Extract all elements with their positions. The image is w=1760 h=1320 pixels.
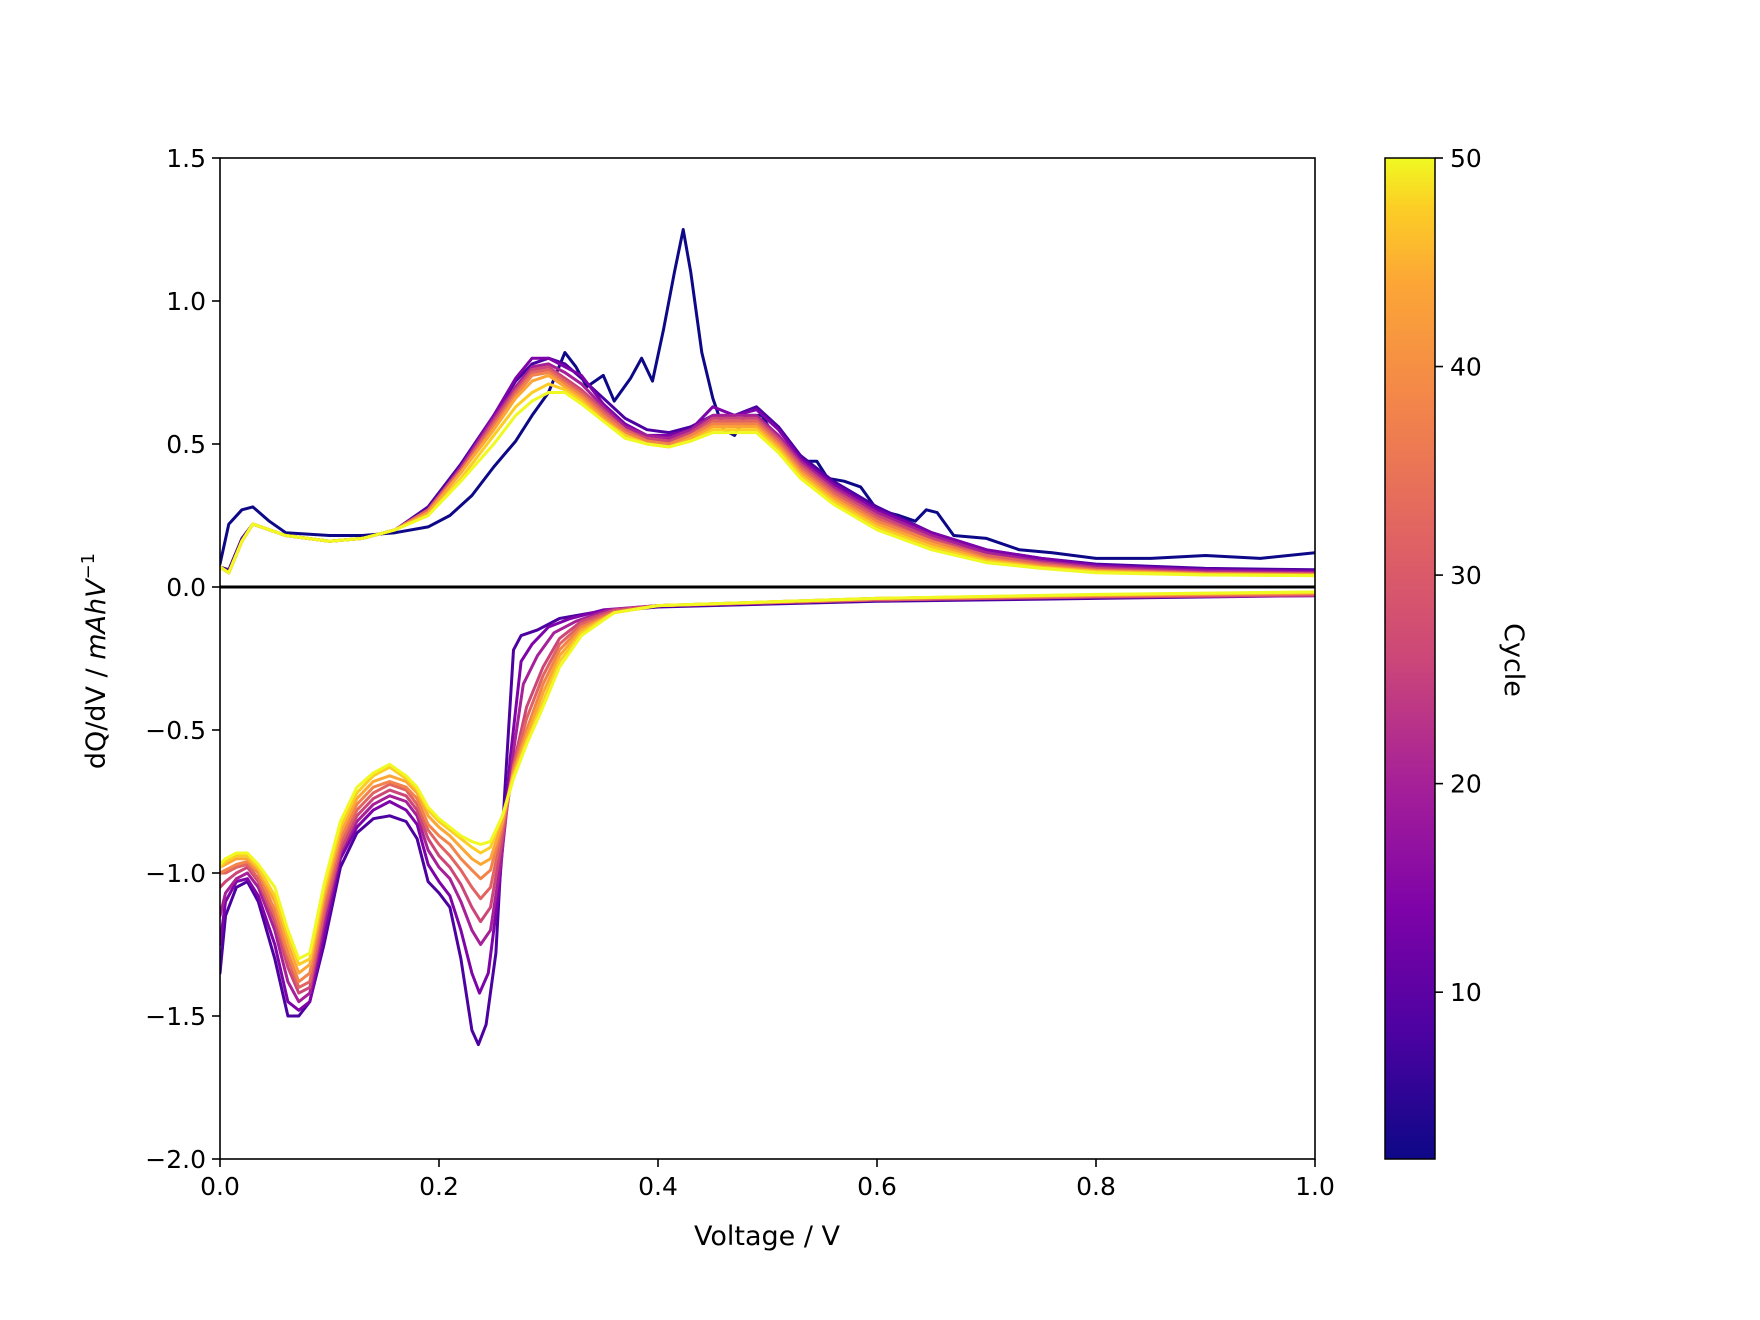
colorbar-tick-label: 40 [1450, 353, 1482, 382]
series-cycle-30-charge [220, 371, 1315, 577]
series-cycle-35-discharge [220, 591, 1315, 975]
series-layer [220, 228, 1315, 1047]
series-cycle-50-discharge [220, 590, 1315, 961]
y-tick-label: 1.5 [166, 144, 206, 173]
x-tick-label: 0.2 [419, 1172, 459, 1201]
x-tick-label: 0.0 [200, 1172, 240, 1201]
x-tick-label: 0.8 [1076, 1172, 1116, 1201]
colorbar-tick-label: 20 [1450, 770, 1482, 799]
plot-frame [219, 157, 1316, 1160]
y-tick-label: −0.5 [145, 716, 206, 745]
y-tick-label: 1.0 [166, 287, 206, 316]
series-cycle-10-discharge [220, 594, 1315, 1012]
series-cycle-15-discharge [220, 594, 1315, 1004]
x-tick-label: 0.6 [857, 1172, 897, 1201]
y-tick-label: −2.0 [145, 1145, 206, 1174]
series-cycle-10-charge [220, 356, 1315, 575]
colorbar [1384, 157, 1436, 1160]
series-cycle-25-discharge [220, 592, 1315, 989]
colorbar-ticks: 10 20 30 40 50 [1435, 144, 1482, 1007]
series-cycle-40-discharge [220, 590, 1315, 966]
y-tick-label: −1.5 [145, 1002, 206, 1031]
series-cycle-20-charge [220, 365, 1315, 576]
y-tick-label: 0.0 [166, 573, 206, 602]
y-axis-ticks: −2.0 −1.5 −1.0 −0.5 0.0 0.5 1.0 1.5 [145, 144, 220, 1174]
series-cycle-30-discharge [220, 591, 1315, 984]
y-axis-title: dQ/dV / mAhV−1 [78, 553, 112, 769]
series-cycle-50-charge [220, 391, 1315, 578]
series-cycle-20-discharge [220, 593, 1315, 995]
x-axis-ticks: 0.0 0.2 0.4 0.6 0.8 1.0 [200, 1159, 1335, 1201]
colorbar-tick-label: 30 [1450, 561, 1482, 590]
series-cycle-35-charge [220, 373, 1315, 577]
series-cycle-15-charge [220, 362, 1315, 575]
colorbar-label: Cycle [1498, 623, 1529, 697]
x-tick-label: 1.0 [1295, 1172, 1335, 1201]
x-axis-title: Voltage / V [694, 1221, 841, 1252]
colorbar-tick-label: 10 [1450, 978, 1482, 1007]
series-cycle-5-charge [220, 356, 1315, 572]
series-cycle-5-discharge [220, 594, 1315, 1047]
y-tick-label: 0.5 [166, 430, 206, 459]
x-tick-label: 0.4 [638, 1172, 678, 1201]
colorbar-tick-label: 50 [1450, 144, 1482, 173]
series-cycle-25-charge [220, 368, 1315, 576]
series-cycle-40-charge [220, 382, 1315, 578]
series-cycle-2-charge [220, 228, 1315, 566]
y-tick-label: −1.0 [145, 859, 206, 888]
